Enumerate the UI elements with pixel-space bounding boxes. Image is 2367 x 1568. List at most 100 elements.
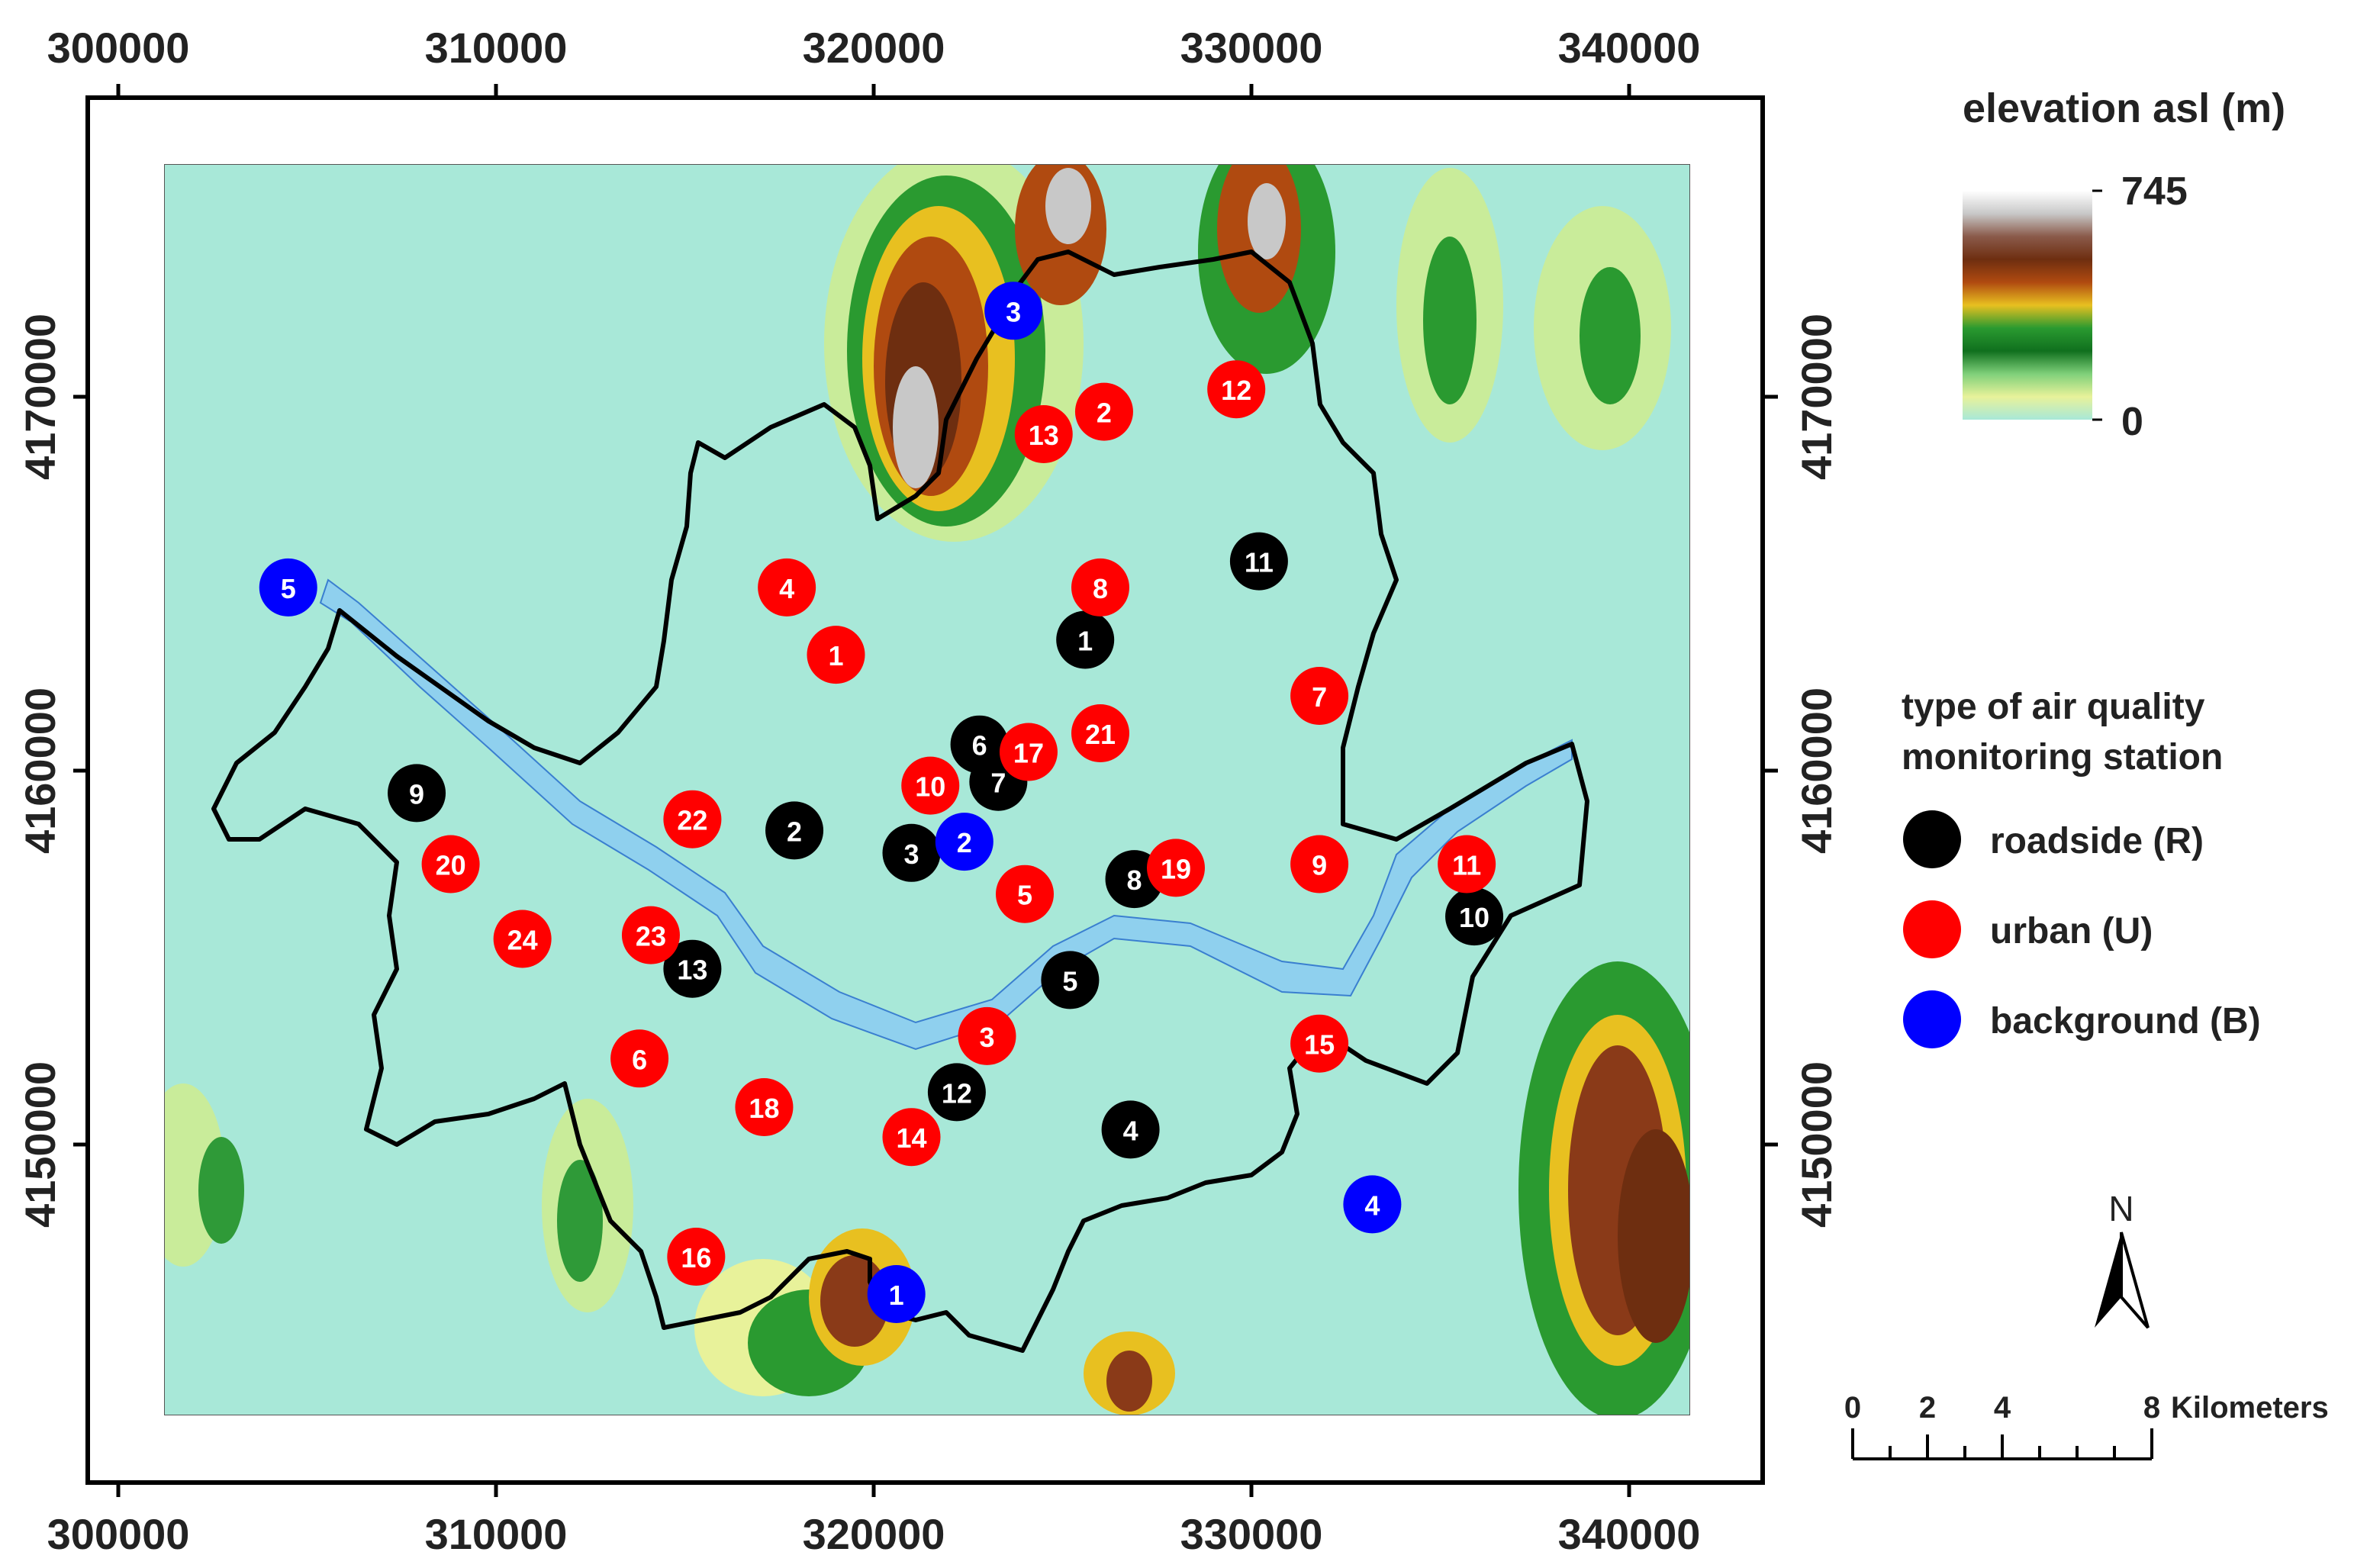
station-urban-7: 7: [1290, 667, 1349, 725]
north-arrow-icon: [2095, 1232, 2121, 1328]
map-panel: 300000 310000 320000 330000 340000 300000 310…: [16, 24, 1840, 1558]
station-legend: type of air quality monitoring station r…: [1902, 687, 2261, 1048]
station-label: 12: [942, 1077, 972, 1109]
station-urban-23: 23: [621, 906, 680, 964]
station-label: 1: [828, 640, 843, 671]
y-axis-left: 4150000 4160000 4170000: [16, 314, 88, 1228]
station-marker: [663, 790, 722, 848]
station-urban-5: 5: [996, 864, 1054, 923]
station-marker: [999, 723, 1058, 781]
station-urban-15: 15: [1290, 1014, 1349, 1073]
station-label: 5: [1062, 965, 1077, 997]
station-marker: [935, 813, 993, 871]
station-urban-9: 9: [1290, 835, 1349, 893]
x-axis-bottom: 300000 310000 320000 330000 340000: [47, 1483, 1701, 1558]
station-roadside-5: 5: [1041, 951, 1100, 1009]
station-label: 7: [1312, 681, 1327, 713]
station-label: 10: [915, 771, 945, 803]
station-urban-2: 2: [1074, 382, 1133, 441]
station-urban-10: 10: [901, 756, 960, 815]
x-tick-label-top: 340000: [1558, 24, 1701, 72]
station-marker: [867, 1265, 926, 1323]
station-label: 23: [636, 921, 666, 952]
station-urban-13: 13: [1014, 405, 1073, 463]
station-roadside-11: 11: [1229, 532, 1288, 591]
legend-background-symbol: [1903, 990, 1961, 1048]
station-urban-20: 20: [421, 835, 480, 893]
station-label: 5: [281, 573, 296, 604]
scale-label-0: 0: [1844, 1391, 1861, 1425]
station-marker: [667, 1228, 726, 1286]
station-background-2: 2: [935, 813, 993, 871]
station-urban-24: 24: [493, 910, 552, 968]
station-roadside-2: 2: [765, 801, 824, 860]
station-marker: [1290, 1014, 1349, 1073]
station-label: 11: [1452, 850, 1481, 881]
station-label: 1: [889, 1280, 904, 1311]
station-label: 4: [779, 573, 794, 604]
station-urban-22: 22: [663, 790, 722, 848]
scale-label-4: 4: [1994, 1391, 2011, 1425]
x-tick-label-top: 300000: [47, 24, 190, 72]
station-background-5: 5: [259, 558, 317, 617]
station-urban-11: 11: [1438, 835, 1496, 893]
station-marker: [421, 835, 480, 893]
station-roadside-3: 3: [882, 823, 941, 882]
station-marker: [1290, 667, 1349, 725]
station-label: 14: [896, 1122, 926, 1154]
station-label: 24: [507, 925, 538, 956]
station-marker: [493, 910, 552, 968]
x-tick-label-bottom: 300000: [47, 1510, 190, 1558]
station-background-3: 3: [984, 282, 1043, 340]
station-label: 6: [972, 730, 987, 761]
station-marker: [1445, 887, 1504, 946]
station-label: 2: [1097, 398, 1112, 429]
station-label: 13: [1029, 420, 1059, 451]
station-urban-18: 18: [735, 1078, 794, 1136]
station-label: 3: [903, 839, 919, 870]
legend-roadside-symbol: [1903, 810, 1961, 868]
station-legend-title-line1: type of air quality: [1902, 687, 2205, 727]
station-marker: [1229, 532, 1288, 591]
scale-bar: 0 2 4 8 Kilometers: [1844, 1391, 2329, 1460]
station-urban-4: 4: [758, 558, 816, 617]
legend-roadside-label: roadside (R): [1990, 821, 2204, 861]
station-marker: [621, 906, 680, 964]
station-label: 4: [1123, 1115, 1138, 1146]
station-label: 4: [1364, 1190, 1380, 1221]
elevation-legend-title: elevation asl (m): [1963, 85, 2285, 131]
station-roadside-10: 10: [1445, 887, 1504, 946]
y-tick-label-left: 4170000: [16, 314, 64, 480]
station-label: 3: [1006, 296, 1021, 327]
legend-urban-label: urban (U): [1990, 911, 2153, 951]
station-roadside-4: 4: [1101, 1100, 1160, 1159]
station-marker: [1147, 839, 1205, 897]
x-tick-label-bottom: 330000: [1180, 1510, 1323, 1558]
elevation-color-ramp: [1963, 191, 2092, 420]
station-marker: [735, 1078, 794, 1136]
station-label: 5: [1017, 880, 1032, 911]
station-marker: [1071, 558, 1129, 617]
y-tick-label-right: 4150000: [1792, 1061, 1840, 1228]
station-marker: [807, 626, 865, 684]
y-tick-label-right: 4160000: [1792, 687, 1840, 854]
station-marker: [882, 823, 941, 882]
station-background-1: 1: [867, 1265, 926, 1323]
station-label: 18: [749, 1093, 779, 1124]
x-tick-label-top: 310000: [425, 24, 568, 72]
station-urban-21: 21: [1071, 704, 1129, 762]
station-roadside-12: 12: [927, 1063, 986, 1122]
station-marker: [1207, 360, 1266, 419]
station-marker: [388, 764, 446, 823]
station-label: 15: [1304, 1029, 1335, 1061]
seoul-boundary: [211, 250, 1589, 1353]
station-urban-3: 3: [958, 1006, 1016, 1065]
station-label: 17: [1013, 738, 1044, 769]
station-marker: [1056, 610, 1115, 669]
station-marker: [958, 1006, 1016, 1065]
station-label: 2: [787, 816, 802, 847]
x-tick-label-bottom: 340000: [1558, 1510, 1701, 1558]
station-label: 20: [436, 850, 466, 881]
station-marker: [1071, 704, 1129, 762]
